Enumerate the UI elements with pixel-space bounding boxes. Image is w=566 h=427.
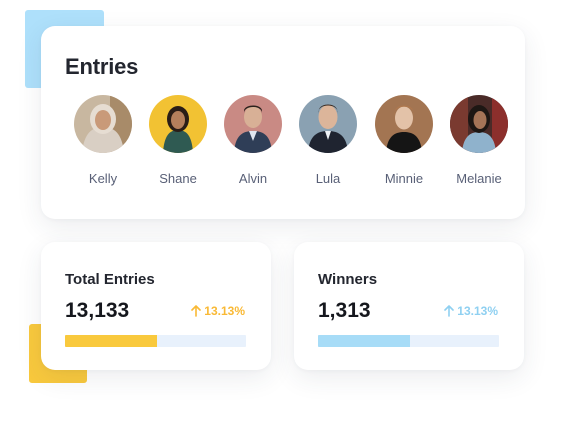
winners-progress-fill (318, 335, 411, 347)
entry-name: Alvin (238, 171, 268, 186)
entries-title: Entries (65, 54, 139, 79)
winners-card: Winners 1,313 13.13% (294, 242, 524, 370)
winners-change: 13.13% (444, 304, 498, 318)
arrow-up-icon (191, 305, 202, 317)
total-entries-progress-fill (65, 335, 158, 347)
winners-progress-bar (318, 335, 499, 347)
entry-name: Shane (159, 171, 197, 186)
entry-person-minnie[interactable]: Minnie (366, 95, 442, 186)
avatar-kelly (74, 95, 132, 153)
entry-name: Lula (315, 171, 341, 186)
avatar-alvin (224, 95, 282, 153)
winners-title: Winners (318, 271, 378, 288)
entry-name: Melanie (456, 171, 502, 186)
entry-name: Minnie (384, 171, 424, 186)
total-entries-card: Total Entries 13,133 13.13% (41, 242, 271, 370)
avatar-lula (299, 95, 357, 153)
entry-person-melanie[interactable]: Melanie (441, 95, 517, 186)
total-entries-progress-bar (65, 335, 246, 347)
total-entries-value: 13,133 (65, 299, 130, 322)
entry-name: Kelly (88, 171, 118, 186)
entries-card: Entries Kelly (41, 26, 525, 219)
avatar-shane (149, 95, 207, 153)
total-entries-title: Total Entries (65, 271, 155, 288)
entry-person-shane[interactable]: Shane (140, 95, 216, 186)
avatar-melanie (450, 95, 508, 153)
total-entries-change: 13.13% (191, 304, 245, 318)
arrow-up-icon (444, 305, 455, 317)
avatar-list: Kelly Shane (41, 95, 525, 195)
avatar-minnie (375, 95, 433, 153)
entry-person-alvin[interactable]: Alvin (215, 95, 291, 186)
entry-person-lula[interactable]: Lula (290, 95, 366, 186)
total-entries-change-text: 13.13% (204, 304, 245, 318)
entry-person-kelly[interactable]: Kelly (65, 95, 141, 186)
winners-value: 1,313 (318, 299, 371, 322)
winners-change-text: 13.13% (457, 304, 498, 318)
